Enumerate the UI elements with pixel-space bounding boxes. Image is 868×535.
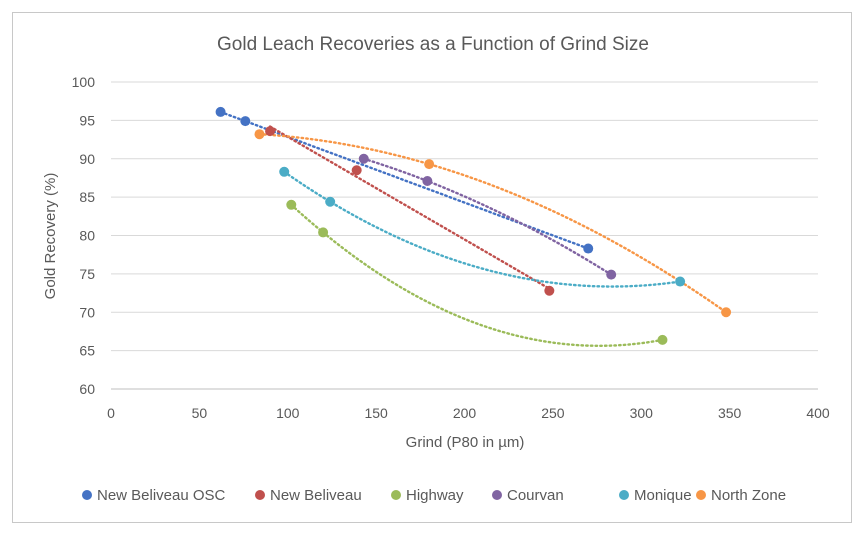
y-tick-label: 100 [72, 74, 96, 90]
y-tick-label: 60 [79, 381, 95, 397]
data-point [721, 307, 732, 318]
data-point [351, 165, 362, 176]
legend-marker [255, 490, 265, 500]
x-tick-label: 250 [541, 405, 565, 421]
data-point [422, 176, 433, 187]
data-points [215, 106, 732, 345]
y-tick-labels: 60 65 70 75 80 85 90 95 100 [72, 74, 96, 397]
data-point [240, 116, 251, 127]
data-point [675, 276, 686, 287]
trendline-3 [362, 157, 613, 276]
data-point [279, 166, 290, 177]
legend: New Beliveau OSC New Beliveau Highway Courv… [82, 487, 786, 504]
data-point [286, 199, 297, 210]
legend-marker [619, 490, 629, 500]
y-tick-label: 80 [79, 228, 95, 244]
y-axis-label: Gold Recovery (%) [42, 173, 59, 300]
legend-marker [696, 490, 706, 500]
y-tick-label: 85 [79, 189, 95, 205]
x-tick-label: 0 [107, 405, 115, 421]
data-point [583, 243, 594, 254]
trendline-1 [268, 125, 551, 290]
grid-lines [111, 81, 818, 390]
x-axis-label: Grind (P80 in µm) [406, 434, 525, 451]
y-tick-label: 90 [79, 151, 95, 167]
data-point [657, 334, 668, 345]
y-tick-label: 70 [79, 304, 95, 320]
legend-label: New Beliveau [270, 487, 362, 504]
data-point [254, 129, 265, 140]
y-tick-label: 95 [79, 112, 95, 128]
data-point [424, 159, 435, 170]
data-point [215, 106, 226, 117]
data-point [265, 126, 276, 137]
trendline-0 [219, 110, 590, 250]
legend-label: Courvan [507, 487, 564, 504]
trendline-2 [290, 203, 664, 348]
legend-label: Highway [406, 487, 464, 504]
legend-label: New Beliveau OSC [97, 487, 226, 504]
trendline-4 [283, 170, 682, 288]
x-tick-labels: 0 50 100 150 200 250 300 350 400 [107, 405, 830, 421]
legend-label: Monique [634, 487, 692, 504]
x-tick-label: 400 [806, 405, 830, 421]
chart-frame [12, 12, 852, 523]
data-point [318, 227, 329, 238]
y-tick-label: 65 [79, 343, 95, 359]
data-point [544, 285, 555, 296]
y-tick-label: 75 [79, 266, 95, 282]
x-tick-label: 350 [718, 405, 742, 421]
x-tick-label: 200 [453, 405, 477, 421]
x-tick-label: 300 [630, 405, 654, 421]
trendline-5 [258, 132, 728, 314]
x-tick-label: 150 [364, 405, 388, 421]
trendlines [219, 110, 728, 348]
legend-marker [82, 490, 92, 500]
legend-marker [492, 490, 502, 500]
data-point [358, 153, 369, 164]
chart-title: Gold Leach Recoveries as a Function of G… [217, 34, 649, 55]
x-tick-label: 100 [276, 405, 300, 421]
legend-label: North Zone [711, 487, 786, 504]
data-point [606, 269, 617, 280]
data-point [325, 196, 336, 207]
legend-marker [391, 490, 401, 500]
x-tick-label: 50 [192, 405, 208, 421]
